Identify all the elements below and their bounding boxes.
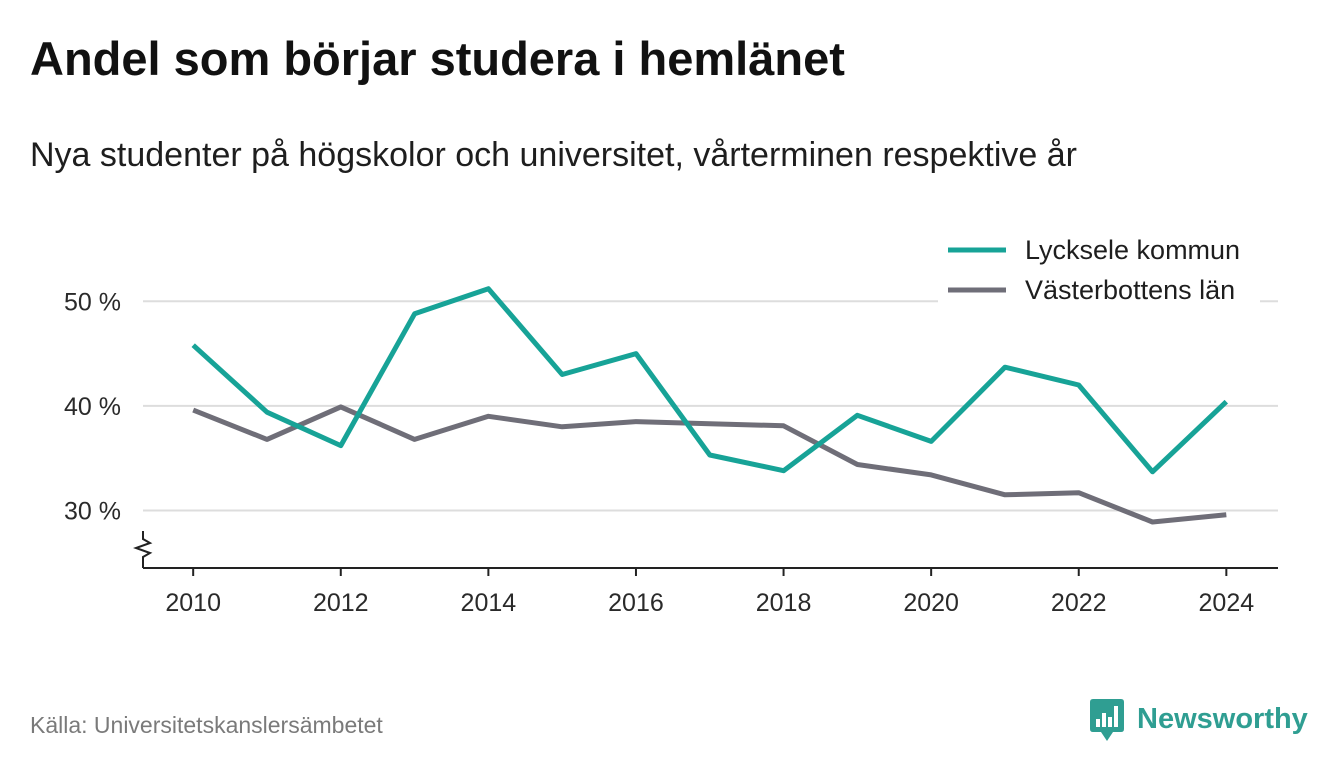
chart-title: Andel som börjar studera i hemlänet bbox=[30, 32, 845, 85]
x-axis: 2010 2012 2014 2016 2018 2020 2022 2024 bbox=[143, 567, 1278, 617]
brand-name: Newsworthy bbox=[1137, 703, 1308, 735]
y-tick-label-40: 40 % bbox=[64, 393, 121, 421]
legend-label: Västerbottens län bbox=[1025, 275, 1235, 305]
legend-item-vasterbottens-lan: Västerbottens län bbox=[948, 275, 1235, 305]
logo-bar bbox=[1096, 719, 1100, 727]
y-tick-label-50: 50 % bbox=[64, 288, 121, 316]
legend-item-lycksele-kommun: Lycksele kommun bbox=[948, 235, 1240, 265]
x-tick-label-2012: 2012 bbox=[313, 589, 369, 617]
x-tick-label-2010: 2010 bbox=[165, 589, 221, 617]
x-tick-label-2014: 2014 bbox=[461, 589, 517, 617]
legend: Lycksele kommun Västerbottens län bbox=[938, 228, 1260, 314]
logo-bar bbox=[1102, 713, 1106, 727]
logo-bar bbox=[1108, 717, 1112, 727]
x-tick-label-2022: 2022 bbox=[1051, 589, 1107, 617]
legend-label: Lycksele kommun bbox=[1025, 235, 1240, 265]
x-tick-label-2024: 2024 bbox=[1199, 589, 1255, 617]
series-lines bbox=[191, 286, 1229, 525]
plot-area: 30 % 40 % 50 % 2010 2012 2014 2016 2018 2020 202… bbox=[64, 286, 1278, 617]
y-axis: 30 % 40 % 50 % bbox=[64, 288, 153, 568]
newsworthy-logo: Newsworthy bbox=[1090, 699, 1308, 741]
newsworthy-logo-icon bbox=[1090, 699, 1124, 741]
x-tick-label-2016: 2016 bbox=[608, 589, 664, 617]
y-axis-break-icon bbox=[133, 531, 153, 568]
y-tick-label-30: 30 % bbox=[64, 497, 121, 525]
gridlines bbox=[143, 300, 1278, 512]
series-line-lycksele-kommun bbox=[191, 286, 1229, 475]
chart-subtitle: Nya studenter på högskolor och universit… bbox=[30, 136, 1077, 174]
series-line-vasterbottens-lan bbox=[192, 404, 1227, 525]
source-note: Källa: Universitetskanslersämbetet bbox=[30, 712, 383, 738]
logo-bar bbox=[1114, 706, 1118, 727]
legend-background bbox=[938, 228, 1260, 314]
x-tick-label-2018: 2018 bbox=[756, 589, 812, 617]
x-tick-label-2020: 2020 bbox=[903, 589, 959, 617]
